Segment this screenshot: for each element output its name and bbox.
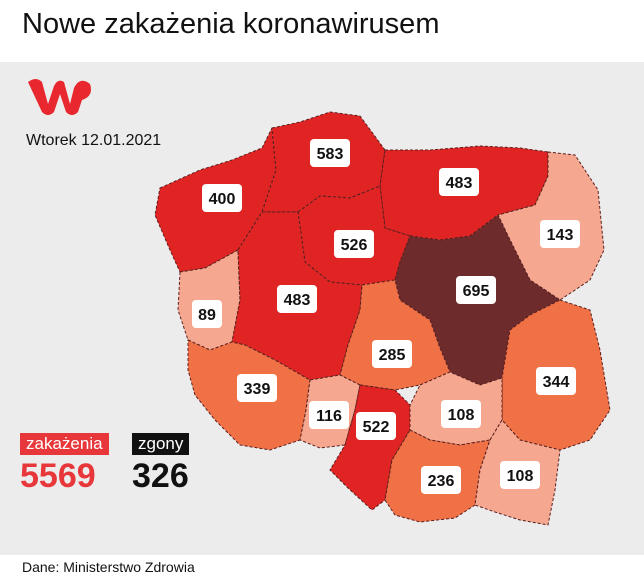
deaths-value: 326: [132, 457, 189, 495]
region-value: 108: [507, 468, 534, 485]
region-value-labels: 400 583 483 526 143 89 483 695 285 339 344 116 522 10…: [192, 139, 580, 494]
region-label-box: [356, 412, 396, 440]
region-label-box: [237, 374, 277, 402]
region-value: 483: [284, 292, 311, 309]
region-label-box: [310, 139, 350, 167]
region-lodzkie: [339, 279, 451, 391]
page-title: Nowe zakażenia koronawirusem: [22, 8, 440, 40]
infections-label: zakażenia: [20, 433, 109, 455]
region-label-box: [441, 400, 481, 428]
region-label-box: [439, 168, 479, 196]
region-label-box: [277, 285, 317, 313]
region-label-box: [540, 220, 580, 248]
region-value: 116: [316, 408, 342, 425]
date-label: Wtorek 12.01.2021: [26, 132, 162, 149]
region-label-box: [456, 276, 496, 304]
region-value: 695: [463, 283, 490, 300]
region-label-box: [192, 300, 222, 328]
region-value: 143: [547, 227, 574, 244]
region-value: 108: [448, 407, 475, 424]
region-value: 583: [317, 146, 344, 163]
wp-logo-mark: [28, 79, 91, 115]
region-value: 483: [446, 175, 473, 192]
region-label-box: [334, 230, 374, 258]
deaths-label: zgony: [132, 433, 190, 455]
region-value: 526: [341, 237, 368, 254]
region-label-box: [421, 466, 461, 494]
region-value: 400: [209, 191, 236, 208]
region-label-box: [202, 184, 242, 212]
source-note: Dane: Ministerstwo Zdrowia: [22, 559, 195, 575]
region-value: 344: [543, 374, 570, 391]
region-value: 522: [363, 419, 390, 436]
wp-logo: [28, 79, 91, 115]
region-label-box: [309, 401, 349, 429]
region-value: 339: [244, 381, 271, 398]
infections-value: 5569: [20, 457, 96, 495]
region-value: 285: [379, 347, 406, 364]
region-value: 89: [198, 307, 216, 324]
region-value: 236: [428, 473, 455, 490]
region-label-box: [500, 461, 540, 489]
region-label-box: [536, 367, 576, 395]
region-label-box: [372, 340, 412, 368]
